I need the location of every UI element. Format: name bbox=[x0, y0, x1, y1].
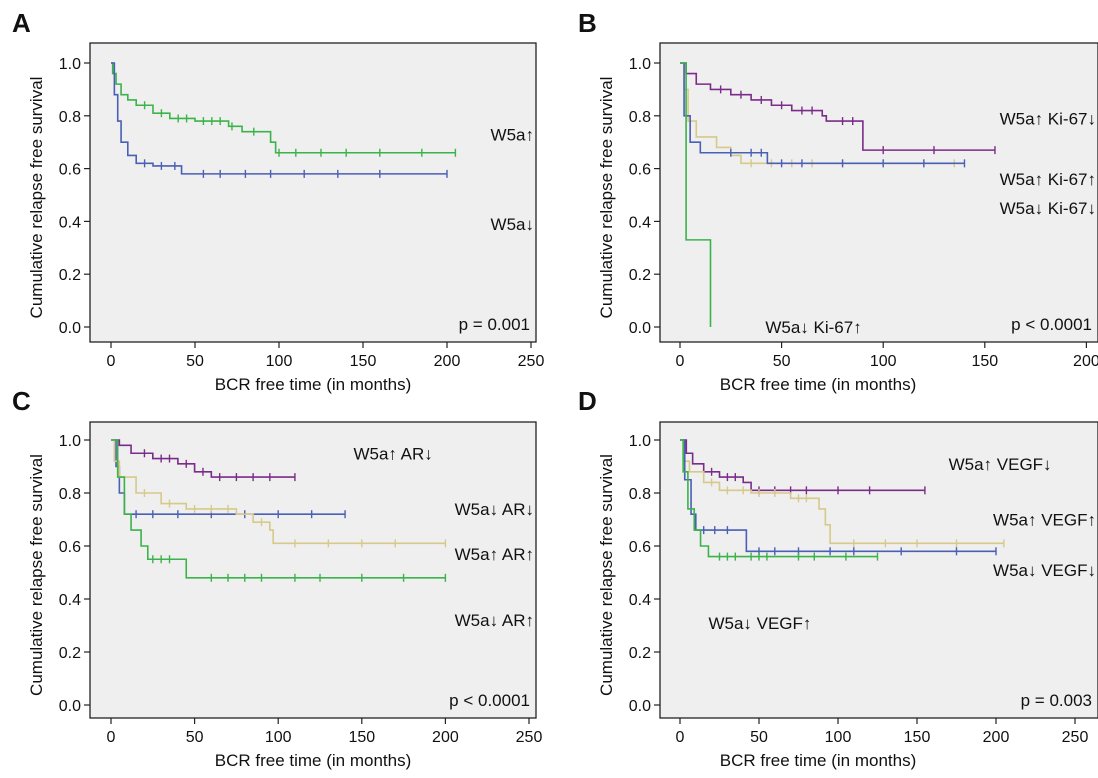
x-tick-label: 250 bbox=[518, 353, 545, 370]
y-tick-label: 0.4 bbox=[629, 592, 651, 609]
y-tick-label: 0.4 bbox=[629, 214, 651, 231]
x-tick-label: 100 bbox=[870, 353, 897, 370]
series-label: W5a↓ Ki-67↓ bbox=[1000, 199, 1096, 218]
y-tick-label: 0.0 bbox=[59, 320, 81, 337]
x-tick-label: 200 bbox=[432, 729, 459, 746]
panel-a: A 0.0 0.2 0.4 0.6 0.8 1.0 0 50 100 150 200 250 BCR fr… bbox=[12, 8, 544, 394]
y-tick-label: 0.2 bbox=[629, 645, 651, 662]
series-label: W5a↓ AR↓ bbox=[455, 500, 534, 519]
panel-letter: A bbox=[12, 8, 31, 38]
y-tick-label: 0.4 bbox=[59, 592, 81, 609]
series-label: W5a↓ VEGF↓ bbox=[993, 561, 1096, 580]
y-tick-label: 1.0 bbox=[629, 56, 651, 73]
panel-letter: C bbox=[12, 386, 31, 416]
series-label: W5a↑ AR↑ bbox=[455, 545, 534, 564]
y-tick-label: 0.8 bbox=[629, 486, 651, 503]
y-tick-label: 1.0 bbox=[59, 433, 81, 450]
y-tick-label: 0.2 bbox=[59, 267, 81, 284]
y-tick-label: 0.6 bbox=[629, 539, 651, 556]
x-tick-label: 50 bbox=[186, 729, 204, 746]
survival-curve bbox=[680, 62, 712, 327]
survival-curve bbox=[111, 439, 446, 545]
plot-area bbox=[89, 42, 537, 343]
p-value: p < 0.0001 bbox=[449, 691, 530, 710]
x-tick-label: 200 bbox=[434, 353, 461, 370]
y-axis-label: Cumulative relapse free survival bbox=[597, 77, 616, 319]
y-tick-label: 0.6 bbox=[59, 539, 81, 556]
y-tick-label: 0.0 bbox=[629, 698, 651, 715]
plot-area bbox=[89, 421, 537, 719]
y-tick-label: 0.2 bbox=[59, 645, 81, 662]
panel-b: B 0.0 0.2 0.4 0.6 0.8 1.0 0 50 100 150 200 BCR free … bbox=[578, 8, 1098, 394]
x-tick-label: 200 bbox=[983, 729, 1010, 746]
x-tick-label: 200 bbox=[1073, 353, 1098, 370]
x-tick-label: 250 bbox=[516, 729, 543, 746]
x-tick-label: 50 bbox=[186, 353, 204, 370]
survival-curve bbox=[680, 439, 878, 558]
series-label: W5a↓ Ki-67↑ bbox=[765, 318, 861, 337]
series-label: W5a↑ VEGF↑ bbox=[993, 511, 1096, 530]
y-tick-label: 0.0 bbox=[59, 698, 81, 715]
panel-d: D 0.0 0.2 0.4 0.6 0.8 1.0 0 50 100 150 200 250 BCR fr… bbox=[578, 386, 1098, 770]
x-axis-label: BCR free time (in months) bbox=[720, 751, 917, 770]
x-tick-label: 150 bbox=[904, 729, 931, 746]
survival-curve bbox=[680, 62, 995, 151]
y-tick-label: 0.8 bbox=[59, 486, 81, 503]
series-label: W5a↓ VEGF↑ bbox=[708, 614, 811, 633]
x-axis-label: BCR free time (in months) bbox=[215, 751, 412, 770]
p-value: p < 0.0001 bbox=[1011, 315, 1092, 334]
survival-curve bbox=[680, 439, 1004, 545]
x-tick-label: 50 bbox=[750, 729, 768, 746]
series-label: W5a↓ AR↑ bbox=[455, 611, 534, 630]
x-tick-label: 150 bbox=[971, 353, 998, 370]
survival-curve bbox=[680, 439, 996, 553]
x-tick-label: 0 bbox=[107, 729, 116, 746]
x-tick-label: 100 bbox=[266, 353, 293, 370]
survival-curve bbox=[111, 439, 446, 579]
y-axis-label: Cumulative relapse free survival bbox=[27, 454, 46, 696]
series-label: W5a↑ bbox=[491, 125, 534, 144]
y-tick-label: 0.0 bbox=[629, 320, 651, 337]
panel-c: C 0.0 0.2 0.4 0.6 0.8 1.0 0 50 100 150 200 250 BCR fr… bbox=[12, 386, 542, 770]
series-label: W5a↓ bbox=[491, 215, 534, 234]
y-tick-label: 1.0 bbox=[629, 433, 651, 450]
p-value: p = 0.003 bbox=[1021, 691, 1092, 710]
series-label: W5a↑ Ki-67↑ bbox=[1000, 170, 1096, 189]
panel-letter: B bbox=[578, 8, 597, 38]
y-tick-label: 0.4 bbox=[59, 214, 81, 231]
x-tick-label: 0 bbox=[107, 353, 116, 370]
y-tick-label: 0.8 bbox=[629, 109, 651, 126]
y-tick-label: 0.6 bbox=[629, 162, 651, 179]
x-tick-label: 150 bbox=[348, 729, 375, 746]
series-label: W5a↑ Ki-67↓ bbox=[1000, 109, 1096, 128]
y-axis-label: Cumulative relapse free survival bbox=[597, 454, 616, 696]
x-tick-label: 100 bbox=[265, 729, 292, 746]
x-tick-label: 0 bbox=[676, 353, 685, 370]
y-axis-label: Cumulative relapse free survival bbox=[27, 77, 46, 319]
y-tick-label: 0.8 bbox=[59, 109, 81, 126]
series-label: W5a↑ VEGF↓ bbox=[949, 455, 1052, 474]
series-label: W5a↑ AR↓ bbox=[353, 444, 432, 463]
x-tick-label: 150 bbox=[350, 353, 377, 370]
survival-curve bbox=[111, 62, 447, 175]
survival-curve bbox=[111, 439, 295, 478]
plot-area bbox=[659, 421, 1098, 719]
x-axis-label: BCR free time (in months) bbox=[215, 375, 412, 394]
y-tick-label: 0.6 bbox=[59, 162, 81, 179]
x-tick-label: 0 bbox=[676, 729, 685, 746]
x-axis-label: BCR free time (in months) bbox=[720, 375, 917, 394]
x-tick-label: 100 bbox=[825, 729, 852, 746]
survival-curve bbox=[680, 62, 965, 165]
plot-area bbox=[659, 42, 1098, 343]
panel-letter: D bbox=[578, 386, 597, 416]
y-tick-label: 0.2 bbox=[629, 267, 651, 284]
p-value: p = 0.001 bbox=[459, 315, 530, 334]
x-tick-label: 250 bbox=[1062, 729, 1089, 746]
x-tick-label: 50 bbox=[773, 353, 791, 370]
y-tick-label: 1.0 bbox=[59, 56, 81, 73]
